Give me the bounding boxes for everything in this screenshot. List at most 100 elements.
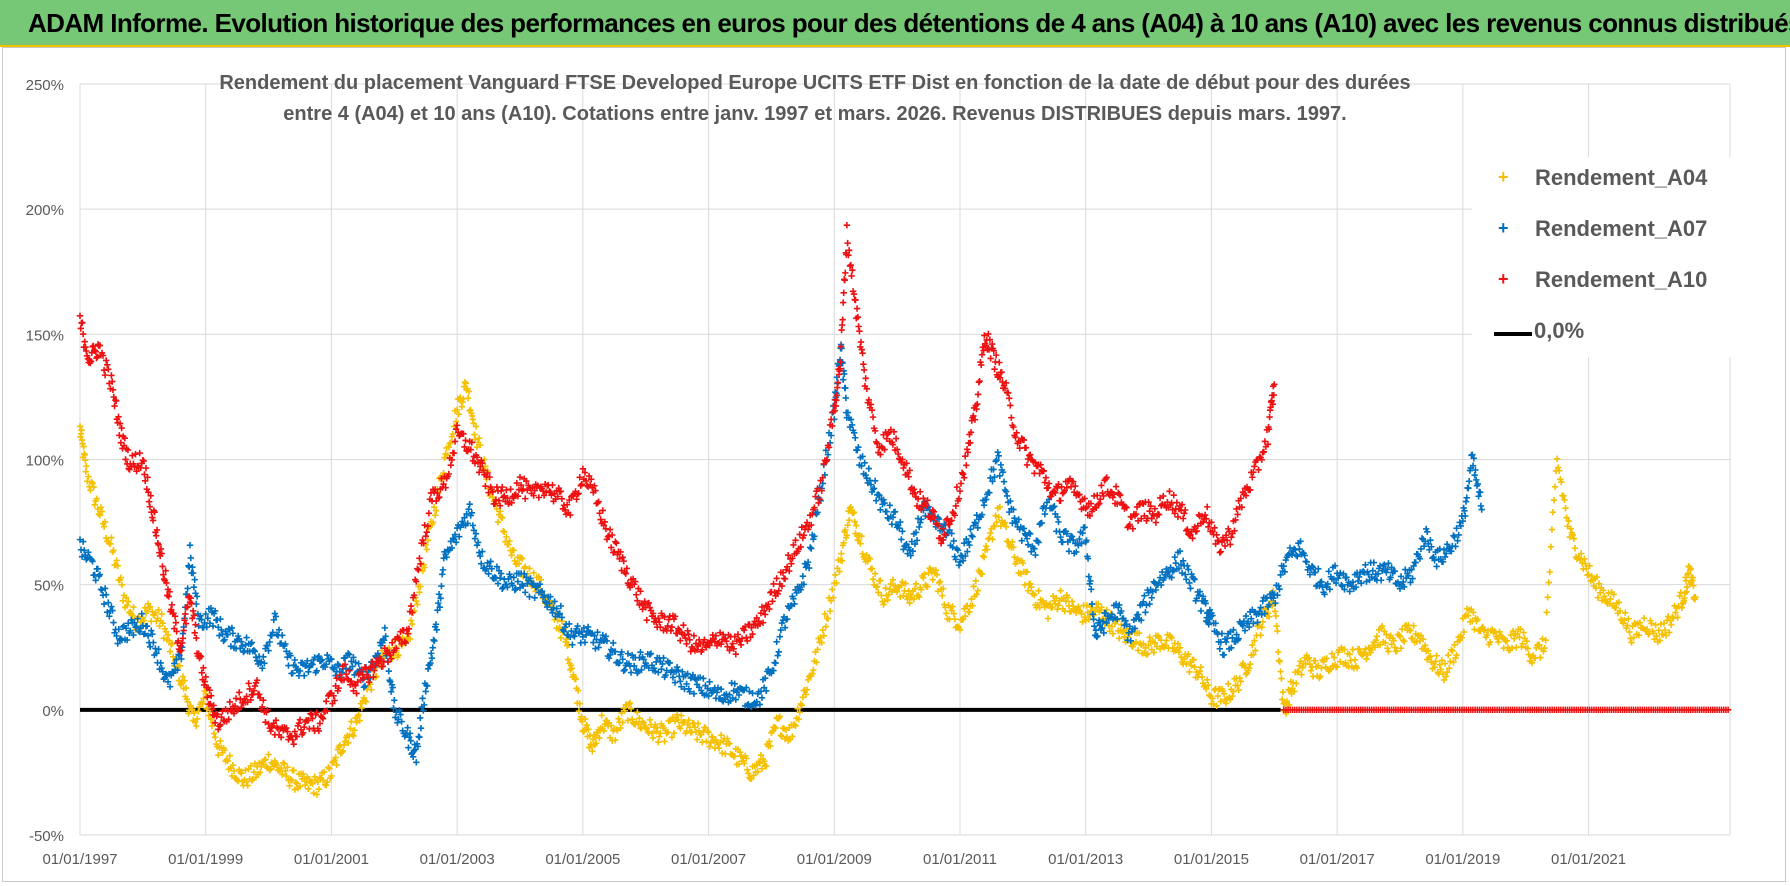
marker-a07 (605, 655, 613, 662)
marker-a04 (530, 569, 537, 577)
marker-a07 (304, 657, 311, 665)
marker-a04 (242, 766, 249, 774)
marker-a07 (1038, 519, 1045, 527)
marker-a10 (978, 361, 985, 369)
marker-a10 (508, 499, 515, 507)
marker-a10 (1081, 495, 1088, 502)
marker-a07 (804, 558, 812, 566)
marker-a07 (313, 667, 320, 675)
marker-a10 (554, 493, 561, 500)
marker-a07 (877, 506, 884, 514)
marker-a04 (296, 783, 304, 790)
marker-a04 (1676, 592, 1683, 600)
marker-a04 (226, 752, 234, 759)
marker-a04 (440, 469, 447, 477)
marker-a07 (1476, 489, 1484, 496)
marker-a07 (1076, 535, 1083, 543)
marker-a04 (1044, 615, 1052, 622)
marker-a04 (286, 782, 293, 789)
marker-a04 (936, 578, 944, 585)
marker-a04 (789, 733, 796, 740)
marker-a10 (1246, 486, 1254, 494)
marker-a07 (472, 530, 480, 537)
marker-a07 (448, 544, 456, 552)
marker-a10 (643, 617, 650, 624)
marker-a10 (1054, 484, 1061, 492)
marker-a04 (703, 738, 710, 745)
marker-a07 (174, 666, 181, 674)
marker-a07 (1176, 548, 1184, 555)
marker-a04 (1620, 617, 1628, 624)
marker-a07 (1440, 546, 1448, 553)
marker-a07 (1442, 550, 1450, 557)
marker-a10 (960, 474, 968, 481)
marker-a04 (1548, 526, 1556, 533)
marker-a07 (1474, 480, 1481, 488)
marker-a04 (1295, 668, 1302, 675)
marker-a10 (623, 565, 631, 572)
marker-a07 (1202, 600, 1209, 607)
marker-a04 (1610, 591, 1617, 598)
marker-a10 (198, 669, 205, 676)
marker-a07 (777, 626, 785, 634)
marker-a10 (942, 531, 949, 539)
marker-a04 (1035, 587, 1042, 595)
marker-a07 (1462, 512, 1469, 520)
marker-a04 (1662, 632, 1670, 639)
marker-a10 (1216, 549, 1224, 556)
marker-a10 (1269, 400, 1276, 408)
marker-a10 (445, 470, 452, 478)
marker-a07 (1473, 476, 1480, 484)
marker-a04 (1384, 645, 1391, 652)
marker-a10 (305, 716, 312, 724)
marker-a10 (1007, 402, 1014, 409)
x-tick-label: 01/01/2013 (1048, 851, 1123, 868)
marker-a07 (1374, 570, 1382, 578)
marker-a10 (147, 492, 154, 499)
marker-a10 (633, 591, 640, 598)
marker-a04 (956, 626, 964, 634)
marker-a04 (1229, 692, 1236, 700)
marker-a07 (842, 384, 849, 392)
marker-a04 (1373, 633, 1381, 640)
marker-a07 (1254, 619, 1261, 626)
marker-a10 (563, 501, 571, 508)
marker-a04 (646, 716, 654, 724)
marker-a10 (284, 728, 291, 735)
marker-a10 (182, 620, 190, 627)
marker-a07 (898, 536, 905, 543)
marker-a10 (987, 355, 994, 362)
marker-a10 (1042, 474, 1050, 481)
marker-a04 (1307, 667, 1315, 674)
marker-a04 (1481, 626, 1489, 633)
marker-a04 (140, 617, 148, 624)
marker-a07 (1146, 600, 1153, 608)
marker-a07 (580, 624, 588, 632)
marker-a04 (933, 571, 941, 578)
marker-a07 (287, 652, 294, 659)
marker-a04 (320, 768, 328, 776)
marker-a04 (408, 620, 416, 628)
marker-a10 (451, 438, 459, 445)
marker-a04 (1666, 629, 1673, 636)
marker-a04 (612, 736, 619, 744)
marker-a04 (884, 596, 891, 604)
marker-a04 (1305, 654, 1313, 661)
marker-a10 (210, 702, 217, 709)
marker-a04 (1528, 659, 1536, 667)
marker-a04 (636, 714, 643, 722)
marker-a07 (558, 614, 566, 621)
marker-a04 (626, 699, 634, 707)
marker-a07 (1034, 537, 1041, 545)
marker-a07 (1245, 623, 1253, 631)
marker-a10 (723, 637, 730, 645)
marker-a07 (797, 586, 804, 593)
marker-a04 (865, 554, 873, 562)
marker-a07 (1315, 565, 1322, 573)
marker-a10 (133, 467, 140, 475)
marker-a04 (924, 583, 931, 590)
marker-a07 (1018, 537, 1026, 544)
marker-a10 (436, 493, 443, 501)
marker-a07 (1020, 525, 1028, 532)
marker-a07 (1099, 624, 1106, 632)
